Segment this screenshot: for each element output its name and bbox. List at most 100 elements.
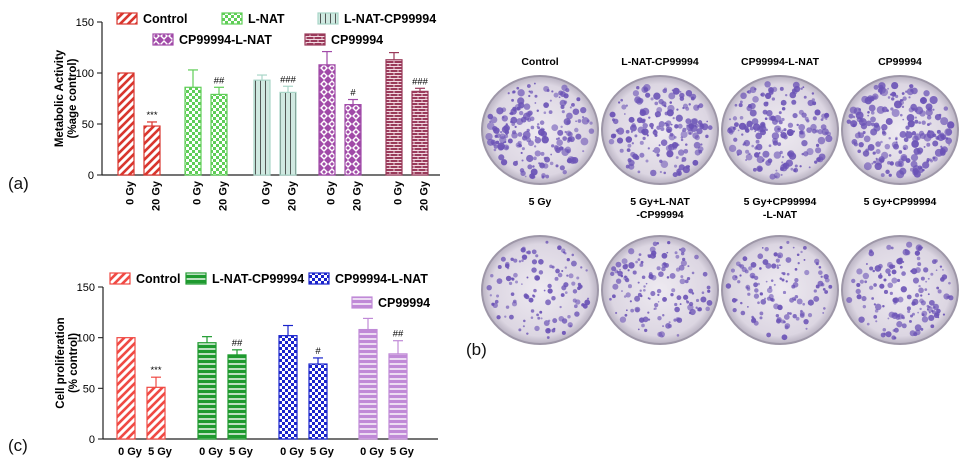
legend-swatch (109, 272, 131, 285)
colony (810, 123, 817, 131)
colony (521, 259, 524, 262)
colony (619, 148, 624, 153)
colony (571, 253, 575, 257)
colony (921, 313, 925, 317)
colony (768, 285, 772, 289)
colony (641, 86, 649, 94)
colony (882, 131, 887, 136)
colony (526, 276, 529, 279)
colony (687, 265, 690, 268)
colony (650, 291, 656, 297)
colony (675, 267, 681, 272)
colony (683, 294, 689, 300)
colony (641, 323, 645, 328)
colony (882, 327, 887, 332)
colony (896, 258, 903, 265)
colony (616, 127, 625, 135)
colony (489, 294, 493, 297)
colony (901, 323, 907, 329)
legend-label: CP99994 (331, 33, 383, 47)
colony (818, 266, 822, 269)
colony (492, 302, 498, 308)
colony (890, 107, 894, 111)
colony (760, 93, 763, 96)
colony (757, 301, 760, 305)
y-tick-label: 100 (77, 333, 95, 345)
colony (919, 166, 923, 170)
x-tick-label: 5 Gy (390, 446, 415, 458)
colony (791, 88, 797, 93)
colony (521, 159, 524, 162)
colony (817, 129, 823, 135)
colony (920, 327, 924, 331)
colony (561, 110, 565, 114)
colony (891, 97, 895, 101)
colony (638, 98, 644, 104)
colony (773, 283, 776, 286)
colony (632, 270, 637, 275)
colony (728, 144, 737, 153)
svg-text:0 Gy: 0 Gy (392, 180, 404, 205)
colony (793, 167, 799, 173)
colony (630, 308, 635, 313)
colony (535, 275, 540, 281)
colony (532, 165, 535, 168)
colony (632, 153, 639, 160)
svg-text:0 Gy: 0 Gy (124, 180, 136, 205)
svg-text:20 Gy: 20 Gy (286, 180, 298, 211)
colony (625, 136, 633, 143)
colony (918, 121, 922, 125)
colony (948, 295, 954, 301)
colony (645, 282, 648, 285)
colony (679, 303, 682, 306)
colony (737, 280, 741, 284)
colony (764, 92, 772, 100)
colony (556, 139, 563, 147)
colony (627, 284, 632, 289)
colony (534, 137, 542, 144)
bar (197, 342, 217, 440)
colony (682, 103, 689, 109)
colony (917, 262, 922, 267)
colony (922, 161, 930, 169)
colony (518, 110, 524, 116)
colony (947, 121, 955, 129)
colony (566, 257, 570, 262)
colony (588, 128, 595, 134)
colony (911, 131, 917, 136)
colony (666, 251, 669, 254)
colony (855, 288, 861, 295)
colony (648, 273, 654, 280)
colony (567, 322, 573, 328)
colony (589, 121, 593, 125)
colony (521, 283, 523, 285)
y-axis-label: Metabolic Activity (%age control) (54, 49, 79, 147)
bar (210, 93, 228, 176)
bar (279, 91, 297, 176)
colony (580, 106, 587, 114)
colony (740, 92, 747, 100)
colony (561, 285, 567, 291)
colony (628, 262, 635, 269)
colony (680, 260, 687, 267)
plot-area-c: 0 50 100 150 Cell proliferation (% control) 0 … (55, 282, 438, 458)
x-tick-label: 0 Gy (360, 446, 385, 458)
colony (867, 111, 870, 114)
y-axis-label: Cell proliferation (% control) (55, 317, 80, 408)
colony (762, 109, 768, 115)
colony (657, 293, 660, 297)
colony (929, 95, 938, 105)
colony (549, 99, 552, 102)
colony (677, 149, 685, 156)
colony (750, 261, 757, 268)
colony (788, 131, 793, 137)
bar (278, 335, 298, 440)
colony (923, 133, 932, 142)
colony (857, 149, 861, 154)
colony (934, 259, 938, 263)
colony (777, 252, 784, 259)
colony (540, 317, 543, 320)
x-tick-label: 0 Gy (280, 446, 305, 458)
colony (918, 287, 924, 294)
colony (766, 287, 773, 294)
